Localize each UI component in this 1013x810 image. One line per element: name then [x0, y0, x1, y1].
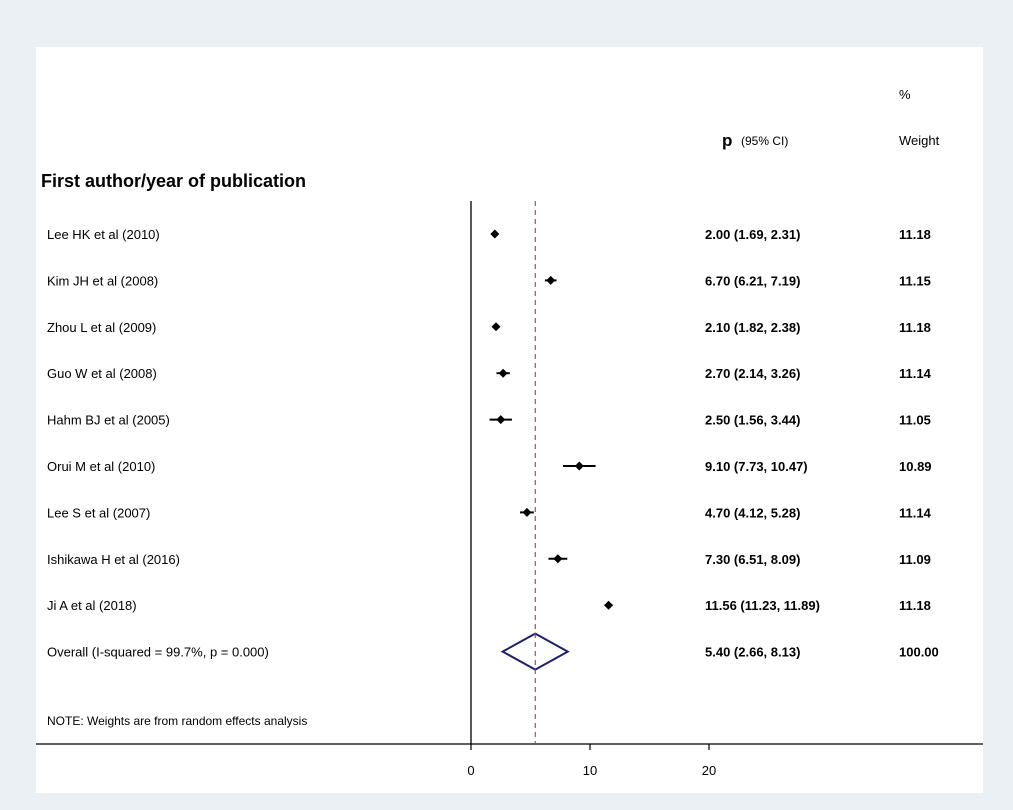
- estimate-header-symbol: p: [722, 131, 732, 150]
- study-ci-value: 2.70 (2.14, 3.26): [705, 366, 800, 381]
- study-ci-value: 2.10 (1.82, 2.38): [705, 320, 800, 335]
- study-weight-value: 11.18: [899, 227, 931, 242]
- study-weight-value: 10.89: [899, 459, 932, 474]
- study-label: Lee S et al (2007): [47, 505, 150, 520]
- study-ci-value: 2.50 (1.56, 3.44): [705, 413, 800, 428]
- study-point-marker: [491, 322, 501, 332]
- study-header: First author/year of publication: [41, 171, 306, 191]
- weight-header: Weight: [899, 133, 940, 148]
- study-point-marker: [546, 275, 556, 285]
- study-point-marker: [553, 554, 563, 564]
- x-tick-label: 10: [583, 763, 597, 778]
- study-point-marker: [574, 461, 584, 471]
- study-weight-value: 11.05: [899, 413, 931, 428]
- x-axis: 0 10 20: [36, 743, 983, 778]
- study-weight-value: 11.14: [899, 366, 932, 381]
- overall-diamond: [500, 632, 570, 671]
- overall-weight-value: 100.00: [899, 645, 939, 660]
- study-ci-value: 7.30 (6.51, 8.09): [705, 552, 800, 567]
- study-ci-value: 11.56 (11.23, 11.89): [705, 598, 820, 613]
- study-weight-value: 11.09: [899, 552, 931, 567]
- x-tick-label: 20: [702, 763, 716, 778]
- estimate-header-ci: (95% CI): [741, 134, 788, 148]
- study-weight-value: 11.18: [899, 320, 931, 335]
- study-ci-value: 2.00 (1.69, 2.31): [705, 227, 800, 242]
- study-label: Ishikawa H et al (2016): [47, 552, 180, 567]
- study-ci-value: 9.10 (7.73, 10.47): [705, 459, 808, 474]
- study-label: Hahm BJ et al (2005): [47, 413, 170, 428]
- study-rows: Lee HK et al (2010) 2.00 (1.69, 2.31) 11.1…: [47, 227, 939, 671]
- x-tick-label: 0: [467, 763, 474, 778]
- weights-note: NOTE: Weights are from random effects an…: [47, 714, 307, 728]
- study-point-marker: [522, 507, 532, 517]
- study-label: Ji A et al (2018): [47, 598, 137, 613]
- overall-ci-value: 5.40 (2.66, 8.13): [705, 645, 800, 660]
- study-label: Zhou L et al (2009): [47, 320, 156, 335]
- study-label: Kim JH et al (2008): [47, 273, 158, 288]
- study-weight-value: 11.14: [899, 505, 932, 520]
- study-point-marker: [498, 368, 508, 378]
- study-point-marker: [490, 229, 500, 239]
- study-point-marker: [496, 415, 506, 425]
- study-label: Guo W et al (2008): [47, 366, 157, 381]
- study-label: Lee HK et al (2010): [47, 227, 160, 242]
- study-ci-value: 6.70 (6.21, 7.19): [705, 273, 800, 288]
- study-weight-value: 11.15: [899, 273, 931, 288]
- weight-header-percent: %: [899, 87, 911, 102]
- study-point-marker: [604, 600, 614, 610]
- overall-label: Overall (I-squared = 99.7%, p = 0.000): [47, 645, 269, 660]
- study-weight-value: 11.18: [899, 598, 931, 613]
- study-label: Orui M et al (2010): [47, 459, 155, 474]
- study-ci-value: 4.70 (4.12, 5.28): [705, 505, 800, 520]
